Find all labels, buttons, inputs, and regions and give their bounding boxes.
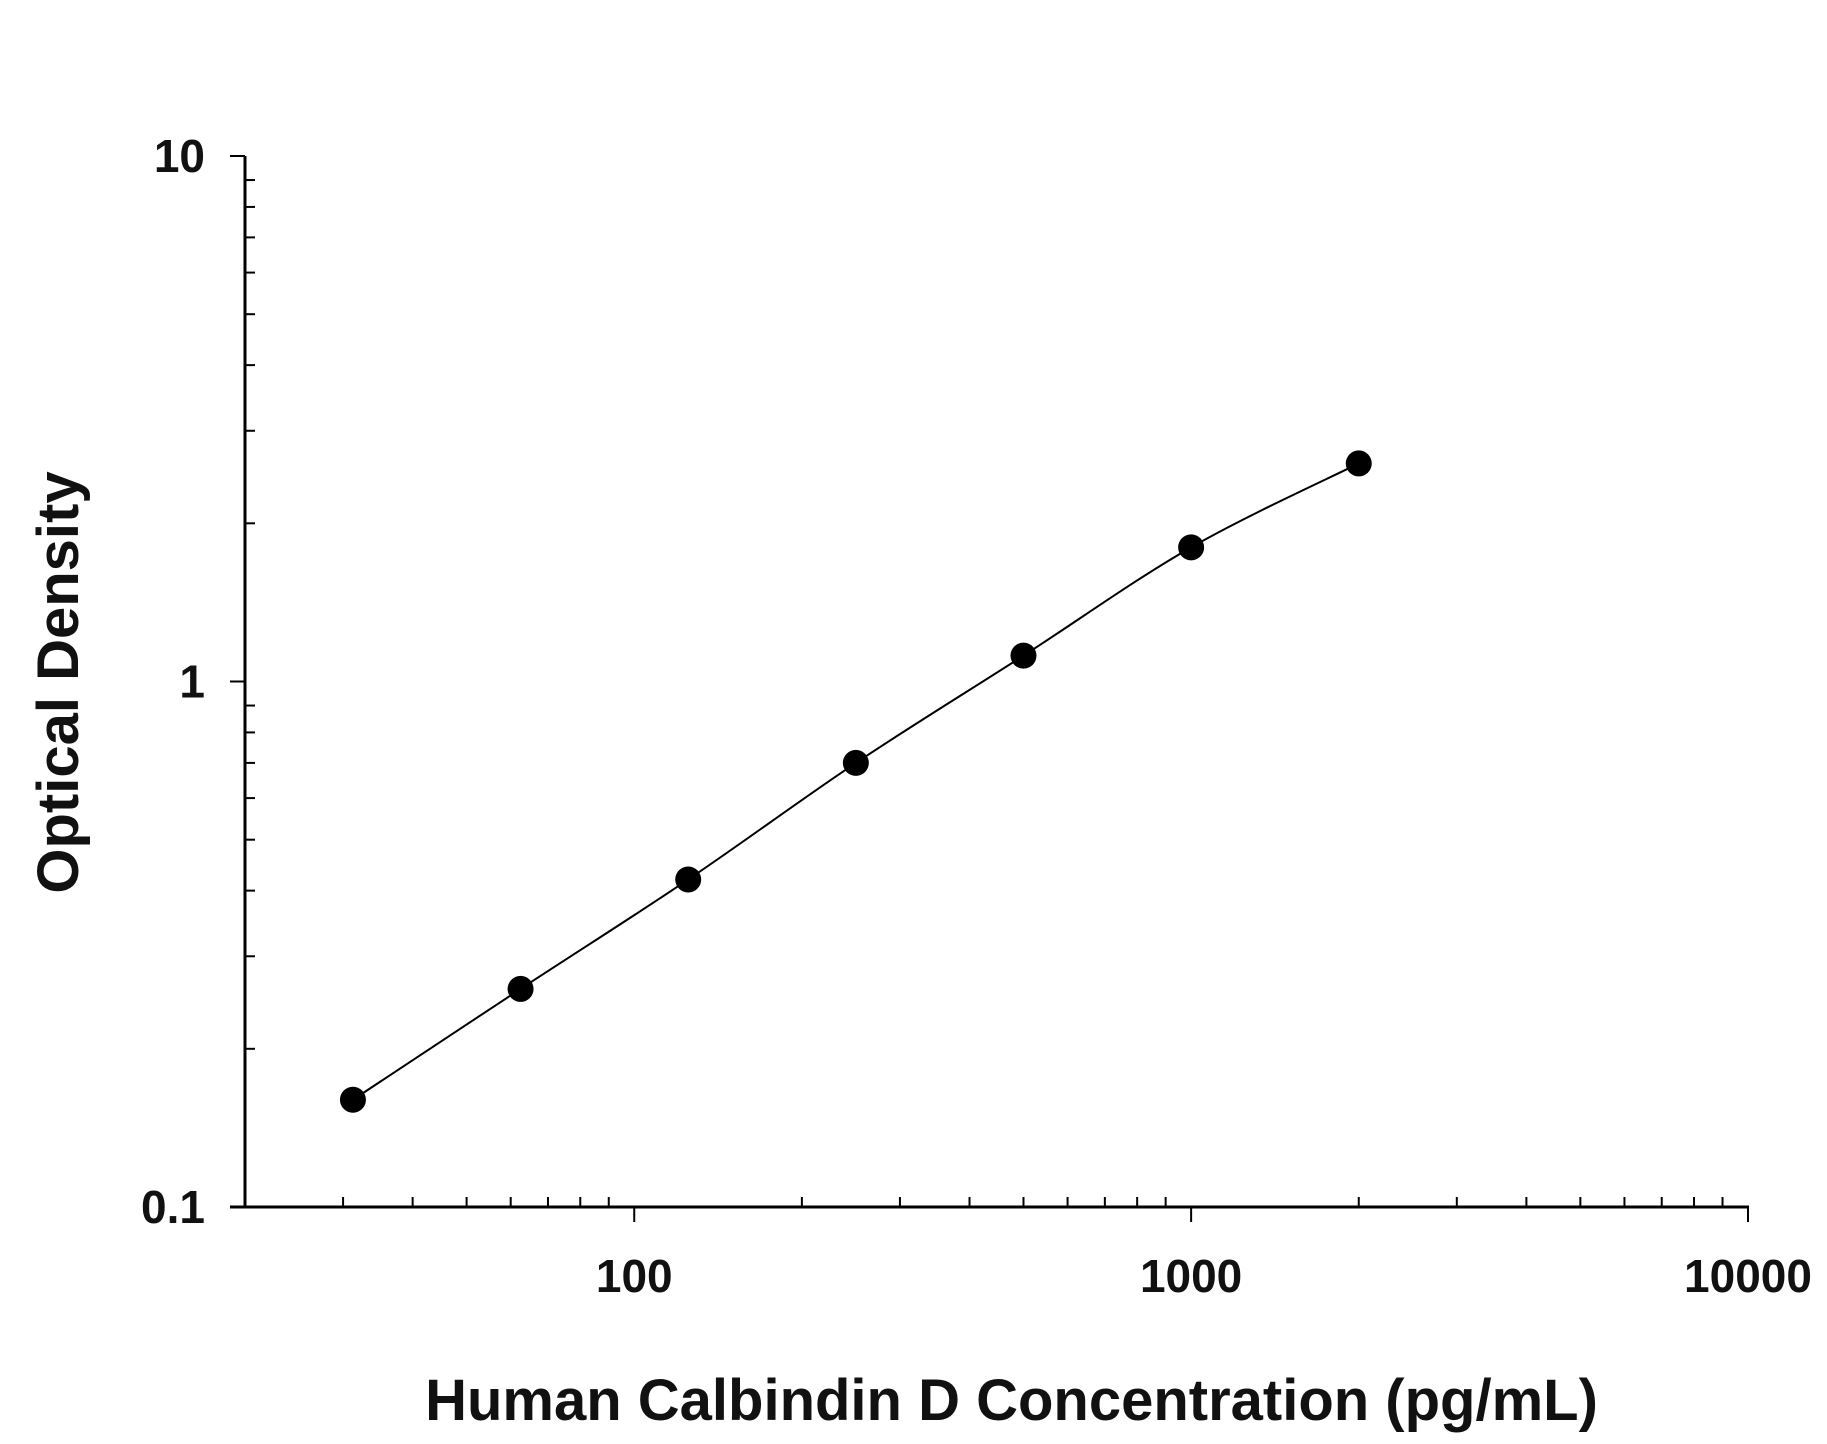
- x-tick-labels: 100 1000 10000: [596, 1250, 1812, 1302]
- y-ticks: [230, 155, 255, 1208]
- x-tick-label: 1000: [1140, 1250, 1242, 1302]
- y-tick-label: 0.1: [141, 1181, 205, 1233]
- y-tick-labels: 10 1 0.1: [141, 130, 205, 1233]
- data-point: [1178, 534, 1205, 561]
- data-point: [675, 866, 702, 893]
- y-axis-title: Optical Density: [26, 471, 91, 893]
- data-point: [842, 749, 869, 776]
- fit-curve: [352, 462, 1360, 1101]
- x-ticks: [244, 1197, 1749, 1222]
- x-axis-title: Human Calbindin D Concentration (pg/mL): [425, 1368, 1598, 1433]
- data-point: [1010, 642, 1037, 669]
- y-tick-label: 1: [179, 656, 205, 708]
- axes: [230, 156, 1749, 1209]
- y-tick-label: 10: [154, 130, 205, 182]
- x-tick-label: 100: [596, 1250, 673, 1302]
- series-layer: [339, 450, 1372, 1113]
- data-point: [1345, 450, 1372, 477]
- data-point: [339, 1086, 366, 1113]
- x-tick-label: 10000: [1684, 1250, 1812, 1302]
- data-point: [507, 975, 534, 1002]
